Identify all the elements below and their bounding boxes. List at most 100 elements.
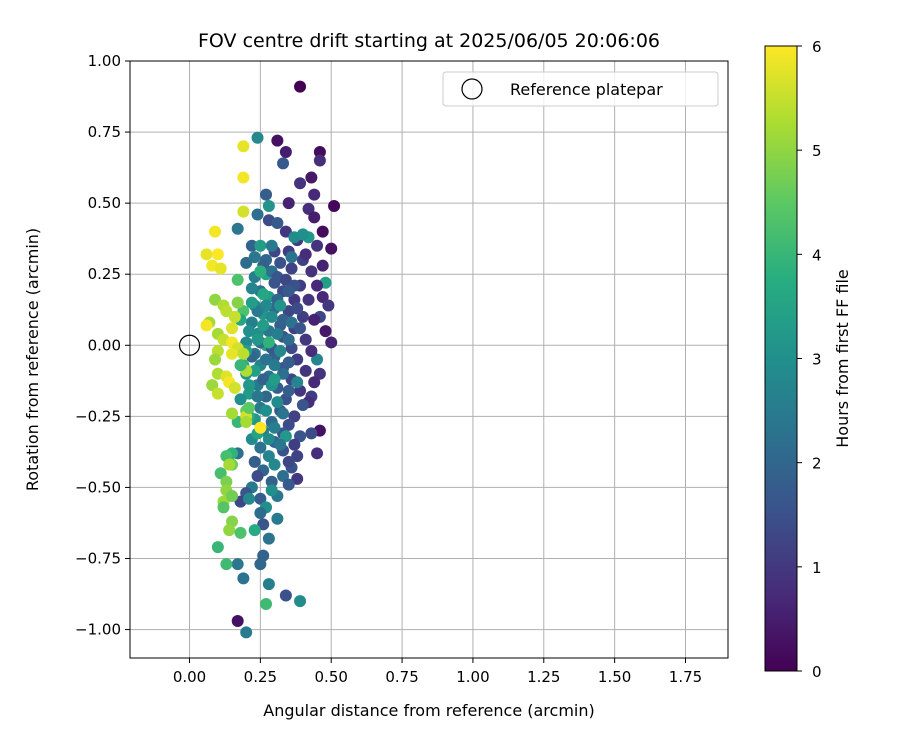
data-point (211, 248, 224, 261)
x-axis-label: Angular distance from reference (arcmin) (263, 701, 594, 720)
data-point (294, 322, 307, 335)
data-point (282, 356, 295, 369)
data-point (251, 390, 264, 403)
data-point (291, 472, 304, 485)
data-point (251, 305, 264, 318)
y-tick-label: 1.00 (88, 52, 121, 70)
data-point (237, 171, 250, 184)
data-point (237, 205, 250, 218)
data-point (220, 475, 233, 488)
data-point (268, 359, 281, 372)
data-point (257, 518, 270, 531)
data-point (311, 279, 324, 292)
data-point (231, 222, 244, 235)
data-point (240, 626, 253, 639)
data-point (296, 398, 309, 411)
data-point (274, 344, 287, 357)
data-point (274, 438, 287, 451)
data-point (299, 248, 312, 261)
data-point (285, 262, 298, 275)
data-point (311, 239, 324, 252)
data-point (209, 225, 222, 238)
legend: Reference platepar (442, 71, 719, 107)
data-point (305, 171, 318, 184)
data-point (226, 407, 239, 420)
data-point (200, 319, 213, 332)
data-point (248, 364, 261, 377)
data-point (322, 299, 335, 312)
data-point (226, 489, 239, 502)
data-point (262, 199, 275, 212)
data-point (234, 393, 247, 406)
data-point (231, 416, 244, 429)
data-point (237, 140, 250, 153)
data-point (288, 410, 301, 423)
data-point (282, 197, 295, 210)
data-point (237, 347, 250, 360)
x-tick-label: 0.75 (385, 668, 418, 686)
data-point (248, 524, 261, 537)
data-point (277, 157, 290, 170)
data-point (271, 217, 284, 230)
data-point (231, 273, 244, 286)
y-tick-label: 0.00 (88, 336, 121, 354)
data-point (211, 541, 224, 554)
data-point (234, 359, 247, 372)
data-point (294, 80, 307, 93)
data-point (265, 310, 278, 323)
data-point (285, 251, 298, 264)
data-point (248, 455, 261, 468)
data-point (265, 484, 278, 497)
y-tick-label: −0.50 (75, 478, 121, 496)
data-point (282, 478, 295, 491)
data-point (262, 532, 275, 545)
data-point (271, 396, 284, 409)
data-point (277, 407, 290, 420)
reference-platepar-marker (178, 334, 201, 356)
data-point (237, 572, 250, 585)
data-point (268, 458, 281, 471)
colorbar-label: Hours from first FF file (833, 269, 852, 448)
data-point (260, 404, 273, 417)
data-point (279, 273, 292, 286)
data-points (200, 80, 341, 639)
data-point (271, 512, 284, 525)
data-point (240, 416, 253, 429)
data-point (243, 401, 256, 414)
x-tick-label: 0.50 (315, 668, 348, 686)
data-point (243, 325, 256, 338)
data-point (211, 387, 224, 400)
data-point (305, 265, 318, 278)
data-point (262, 336, 275, 349)
y-tick-label: 0.75 (88, 123, 121, 141)
data-point (268, 373, 281, 386)
data-point (209, 293, 222, 306)
data-point (308, 313, 321, 326)
data-point (260, 299, 273, 312)
data-point (231, 615, 244, 628)
data-point (311, 353, 324, 366)
data-point (223, 524, 236, 537)
x-tick-label: 0.00 (173, 668, 206, 686)
data-point (200, 248, 213, 261)
data-point (316, 225, 329, 238)
data-point (271, 327, 284, 340)
data-point (251, 470, 264, 483)
data-point (291, 302, 304, 315)
data-point (254, 507, 267, 520)
data-point (254, 239, 267, 252)
colorbar-tick-label: 1 (812, 559, 822, 577)
data-point (313, 154, 326, 167)
data-point (279, 145, 292, 158)
data-point (251, 208, 264, 221)
colorbar-tick-label: 5 (812, 142, 822, 160)
data-point (265, 475, 278, 488)
data-point (248, 251, 261, 264)
data-point (288, 438, 301, 451)
x-tick-label: 1.25 (527, 668, 560, 686)
data-point (282, 384, 295, 397)
colorbar: 0 1 2 3 4 5 6 Hours from first FF file (764, 38, 852, 681)
y-tick-label: −1.00 (75, 621, 121, 639)
data-point (319, 325, 332, 338)
colorbar-tick-label: 4 (812, 246, 822, 264)
